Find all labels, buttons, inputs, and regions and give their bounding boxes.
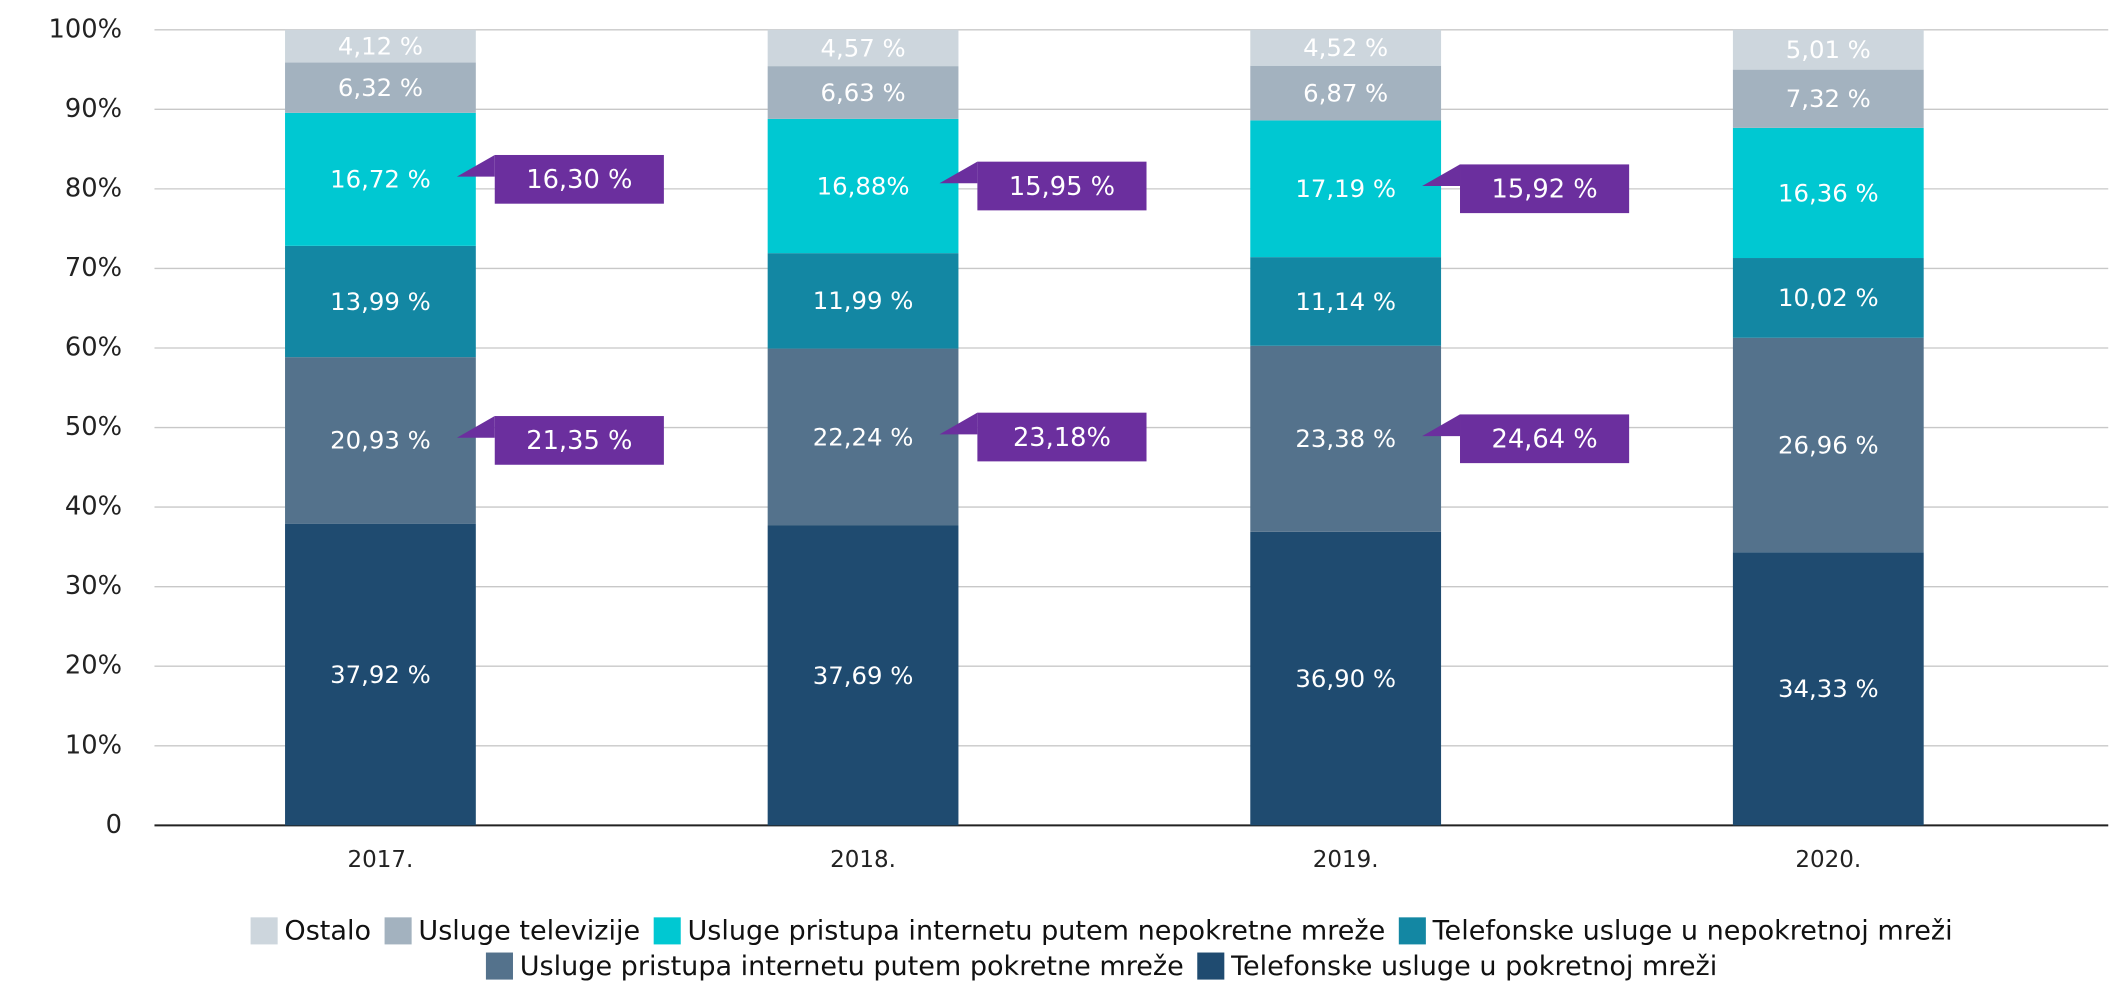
data-label: 16,36 % [1778, 178, 1879, 207]
callout-box [494, 416, 664, 465]
y-tick-label: 70% [65, 253, 122, 283]
callout-box [1460, 414, 1630, 464]
y-tick-label: 80% [65, 173, 122, 203]
legend-row: Ostalo Usluge televizije Usluge pristupa i… [250, 916, 1953, 947]
bar-segment [767, 253, 959, 349]
callout-pointer [456, 154, 495, 177]
y-tick-label: 20% [65, 651, 122, 681]
legend-label: Telefonske usluge u pokretnoj mreži [1230, 951, 1717, 982]
bar-segment [767, 525, 959, 826]
x-tick-label: 2019. [1313, 847, 1379, 873]
callout-pointer [1422, 414, 1461, 437]
y-tick-label: 0 [106, 810, 122, 840]
data-label: 37,69 % [813, 661, 914, 690]
bar-segment [1732, 127, 1924, 259]
data-label: 16,72 % [330, 165, 431, 194]
bar-segment [1250, 120, 1442, 258]
bar-segment [1732, 29, 1924, 70]
bar-segment [767, 348, 959, 526]
bar-segment [1250, 29, 1442, 66]
bar-segment [1250, 345, 1442, 532]
legend-swatch [485, 952, 513, 980]
legend-label: Usluge televizije [418, 916, 640, 947]
y-tick-label: 60% [65, 332, 122, 362]
data-label: 13,99 % [330, 287, 431, 316]
bar-segment [1250, 65, 1442, 121]
legend-swatch [653, 917, 681, 945]
callout-box [977, 161, 1147, 211]
data-label: 6,87 % [1303, 78, 1388, 107]
legend-label: Usluge pristupa internetu putem pokretne… [520, 951, 1184, 982]
callout-pointer [939, 161, 978, 184]
bar-segment [1732, 258, 1924, 338]
legend-swatch [1398, 917, 1426, 945]
data-label: 20,93 % [330, 426, 431, 455]
data-label: 36,90 % [1295, 664, 1396, 693]
legend-swatch [1197, 952, 1225, 980]
legend-row: Usluge pristupa internetu putem pokretne… [485, 951, 1717, 982]
data-label: 6,32 % [338, 73, 423, 102]
data-label: 7,32 % [1786, 84, 1871, 113]
bar-segment [767, 66, 959, 119]
callout-box [494, 154, 664, 204]
data-label: 5,01 % [1786, 35, 1871, 64]
data-label: 4,12 % [338, 32, 423, 61]
bar-segment [767, 118, 959, 254]
y-tick-label: 100% [49, 14, 122, 44]
y-tick-label: 90% [65, 94, 122, 124]
callout-label: 15,92 % [1492, 175, 1598, 205]
bar-segment [1732, 337, 1924, 553]
y-tick-label: 10% [65, 730, 122, 760]
bar-segment [285, 245, 476, 358]
callout-label: 23,18% [1013, 423, 1111, 453]
bar-segment [1250, 257, 1442, 346]
data-label: 4,57 % [821, 33, 906, 62]
data-label: 26,96 % [1778, 430, 1879, 459]
bar-segment [1732, 69, 1924, 128]
bar-segment [1732, 552, 1924, 826]
y-tick-label: 50% [65, 412, 122, 442]
bar-segment [767, 29, 959, 67]
bar-segment [1250, 531, 1442, 826]
y-tick-label: 40% [65, 492, 122, 522]
legend-label: Usluge pristupa internetu putem nepokret… [688, 916, 1386, 947]
callout-pointer [456, 416, 495, 438]
callout-label: 24,64 % [1492, 425, 1598, 455]
bar-segment [285, 357, 476, 524]
legend-label: Telefonske usluge u nepokretnoj mreži [1432, 916, 1953, 947]
callout-label: 15,95 % [1009, 172, 1115, 202]
data-label: 6,63 % [821, 78, 906, 107]
data-label: 17,19 % [1295, 174, 1396, 203]
data-label: 22,24 % [813, 422, 914, 451]
data-label: 11,99 % [813, 286, 914, 315]
legend-swatch [250, 917, 278, 945]
data-label: 23,38 % [1295, 424, 1396, 453]
bar-segment [285, 112, 476, 246]
callout-label: 21,35 % [526, 426, 632, 456]
bar-segment [285, 62, 476, 113]
legend-swatch [384, 917, 412, 945]
x-tick-label: 2020. [1795, 847, 1861, 873]
x-tick-label: 2017. [348, 847, 414, 873]
bar-segment [285, 523, 476, 826]
callout-label: 16,30 % [526, 165, 632, 195]
data-label: 10,02 % [1778, 283, 1879, 312]
x-tick-label: 2018. [830, 847, 896, 873]
data-label: 16,88% [817, 171, 910, 200]
bar-segment [285, 29, 476, 63]
callout-box [1460, 164, 1630, 214]
data-label: 4,52 % [1303, 33, 1388, 62]
legend-label: Ostalo [284, 916, 371, 947]
callout-pointer [939, 412, 978, 435]
data-label: 37,92 % [330, 660, 431, 689]
callout-box [977, 412, 1147, 462]
y-tick-label: 30% [65, 571, 122, 601]
data-label: 34,33 % [1778, 674, 1879, 703]
data-label: 11,14 % [1295, 287, 1396, 316]
